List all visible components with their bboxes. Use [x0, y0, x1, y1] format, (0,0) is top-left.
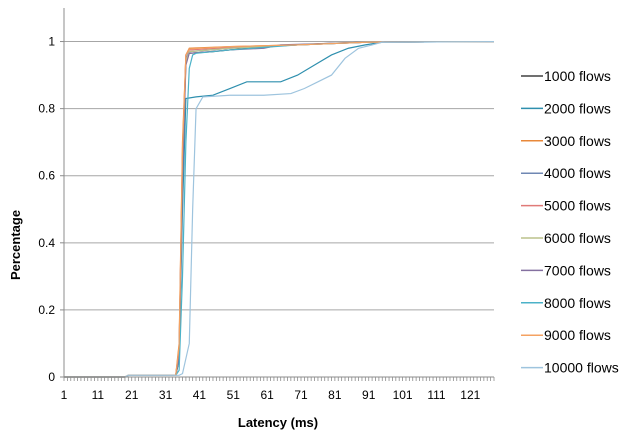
x-tick-label: 91 [362, 388, 376, 402]
legend-label: 10000 flows [544, 360, 619, 376]
legend-item: 5000 flows [521, 198, 611, 214]
series-line-2 [64, 40, 495, 378]
x-axis-title: Latency (ms) [238, 415, 318, 430]
series-line-3 [64, 40, 495, 378]
x-tick-label: 51 [227, 388, 241, 402]
legend-item: 8000 flows [521, 295, 611, 311]
legend-item: 1000 flows [521, 68, 611, 84]
x-tick-label: 61 [260, 388, 274, 402]
y-tick-label: 0.4 [38, 236, 55, 250]
legend-item: 9000 flows [521, 327, 611, 343]
series-line-5 [64, 40, 495, 378]
grid-lines [64, 41, 494, 311]
series-line-10 [64, 40, 495, 378]
series-line-9 [64, 40, 495, 378]
x-tick-label: 21 [125, 388, 139, 402]
series-line-7 [64, 40, 495, 378]
y-axis-ticks: 0 0.2 0.4 0.6 0.8 1 [38, 35, 64, 384]
legend: 1000 flows 2000 flows 3000 flows 4000 flows… [521, 68, 619, 376]
legend-label: 6000 flows [544, 230, 611, 246]
y-tick-label: 0.6 [38, 169, 55, 183]
series-line-4 [64, 40, 495, 378]
y-tick-label: 0 [48, 370, 55, 384]
x-axis-ticks: 1 11 21 31 41 51 61 71 81 91 101 111 121 [61, 377, 495, 402]
legend-label: 4000 flows [544, 165, 611, 181]
series-line-6 [64, 40, 495, 378]
series-line-8 [64, 40, 495, 378]
series-line-1 [64, 40, 495, 378]
y-tick-label: 0.8 [38, 102, 55, 116]
legend-item: 4000 flows [521, 165, 611, 181]
y-axis-title: Percentage [8, 210, 23, 280]
legend-label: 8000 flows [544, 295, 611, 311]
legend-item: 6000 flows [521, 230, 611, 246]
x-tick-label: 101 [393, 388, 413, 402]
x-tick-label: 71 [294, 388, 308, 402]
y-tick-label: 1 [48, 35, 55, 49]
legend-item: 3000 flows [521, 133, 611, 149]
legend-label: 9000 flows [544, 327, 611, 343]
axes [63, 8, 494, 378]
x-tick-label: 81 [328, 388, 342, 402]
legend-label: 1000 flows [544, 68, 611, 84]
legend-item: 2000 flows [521, 100, 611, 116]
legend-item: 7000 flows [521, 262, 611, 278]
plot-area [64, 40, 495, 378]
legend-item: 10000 flows [521, 360, 619, 376]
x-tick-label: 121 [460, 388, 480, 402]
y-tick-label: 0.2 [38, 303, 55, 317]
x-tick-label: 1 [61, 388, 68, 402]
x-tick-label: 111 [427, 388, 446, 402]
legend-label: 7000 flows [544, 262, 611, 278]
x-tick-label: 11 [92, 388, 105, 402]
x-tick-label: 31 [159, 388, 173, 402]
legend-label: 5000 flows [544, 198, 611, 214]
x-tick-label: 41 [193, 388, 207, 402]
legend-label: 3000 flows [544, 133, 611, 149]
legend-label: 2000 flows [544, 100, 611, 116]
